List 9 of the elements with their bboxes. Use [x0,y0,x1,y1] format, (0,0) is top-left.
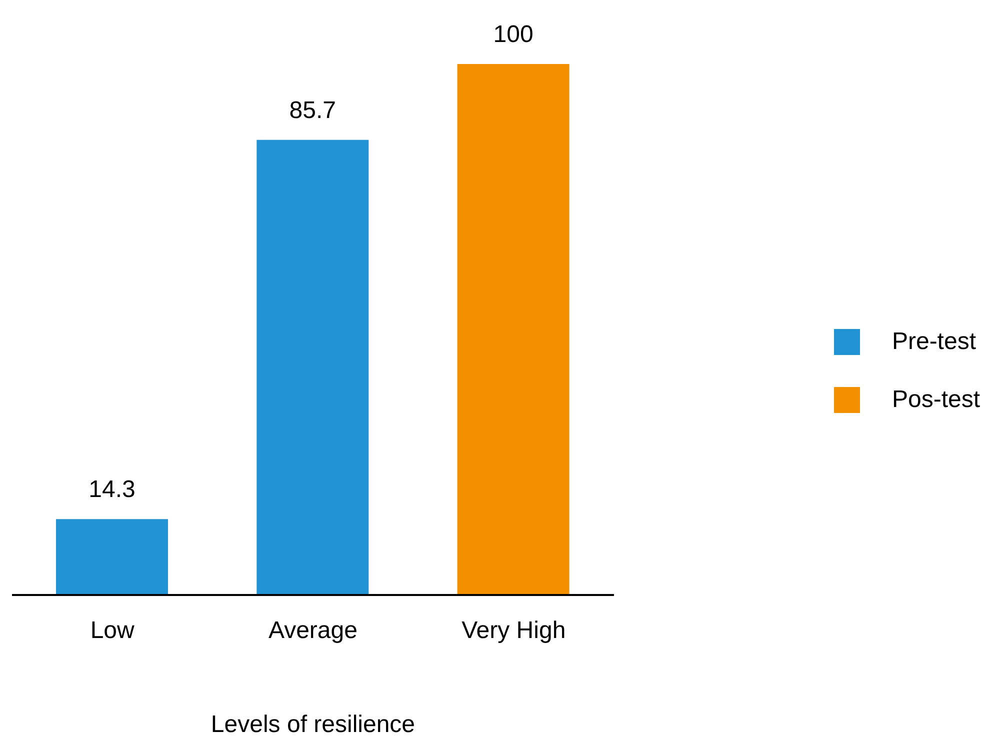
data-label: 85.7 [289,96,336,124]
legend-label: Pre-test [892,328,976,356]
x-tick-label: Average [268,617,358,644]
data-label: 100 [493,21,534,48]
x-tick-label: Low [90,617,136,644]
legend-label: Pos-test [892,386,980,414]
data-label: 14.3 [88,476,136,504]
x-axis-title: Levels of resilience [210,711,416,738]
x-tick-label: Very High [462,617,566,644]
